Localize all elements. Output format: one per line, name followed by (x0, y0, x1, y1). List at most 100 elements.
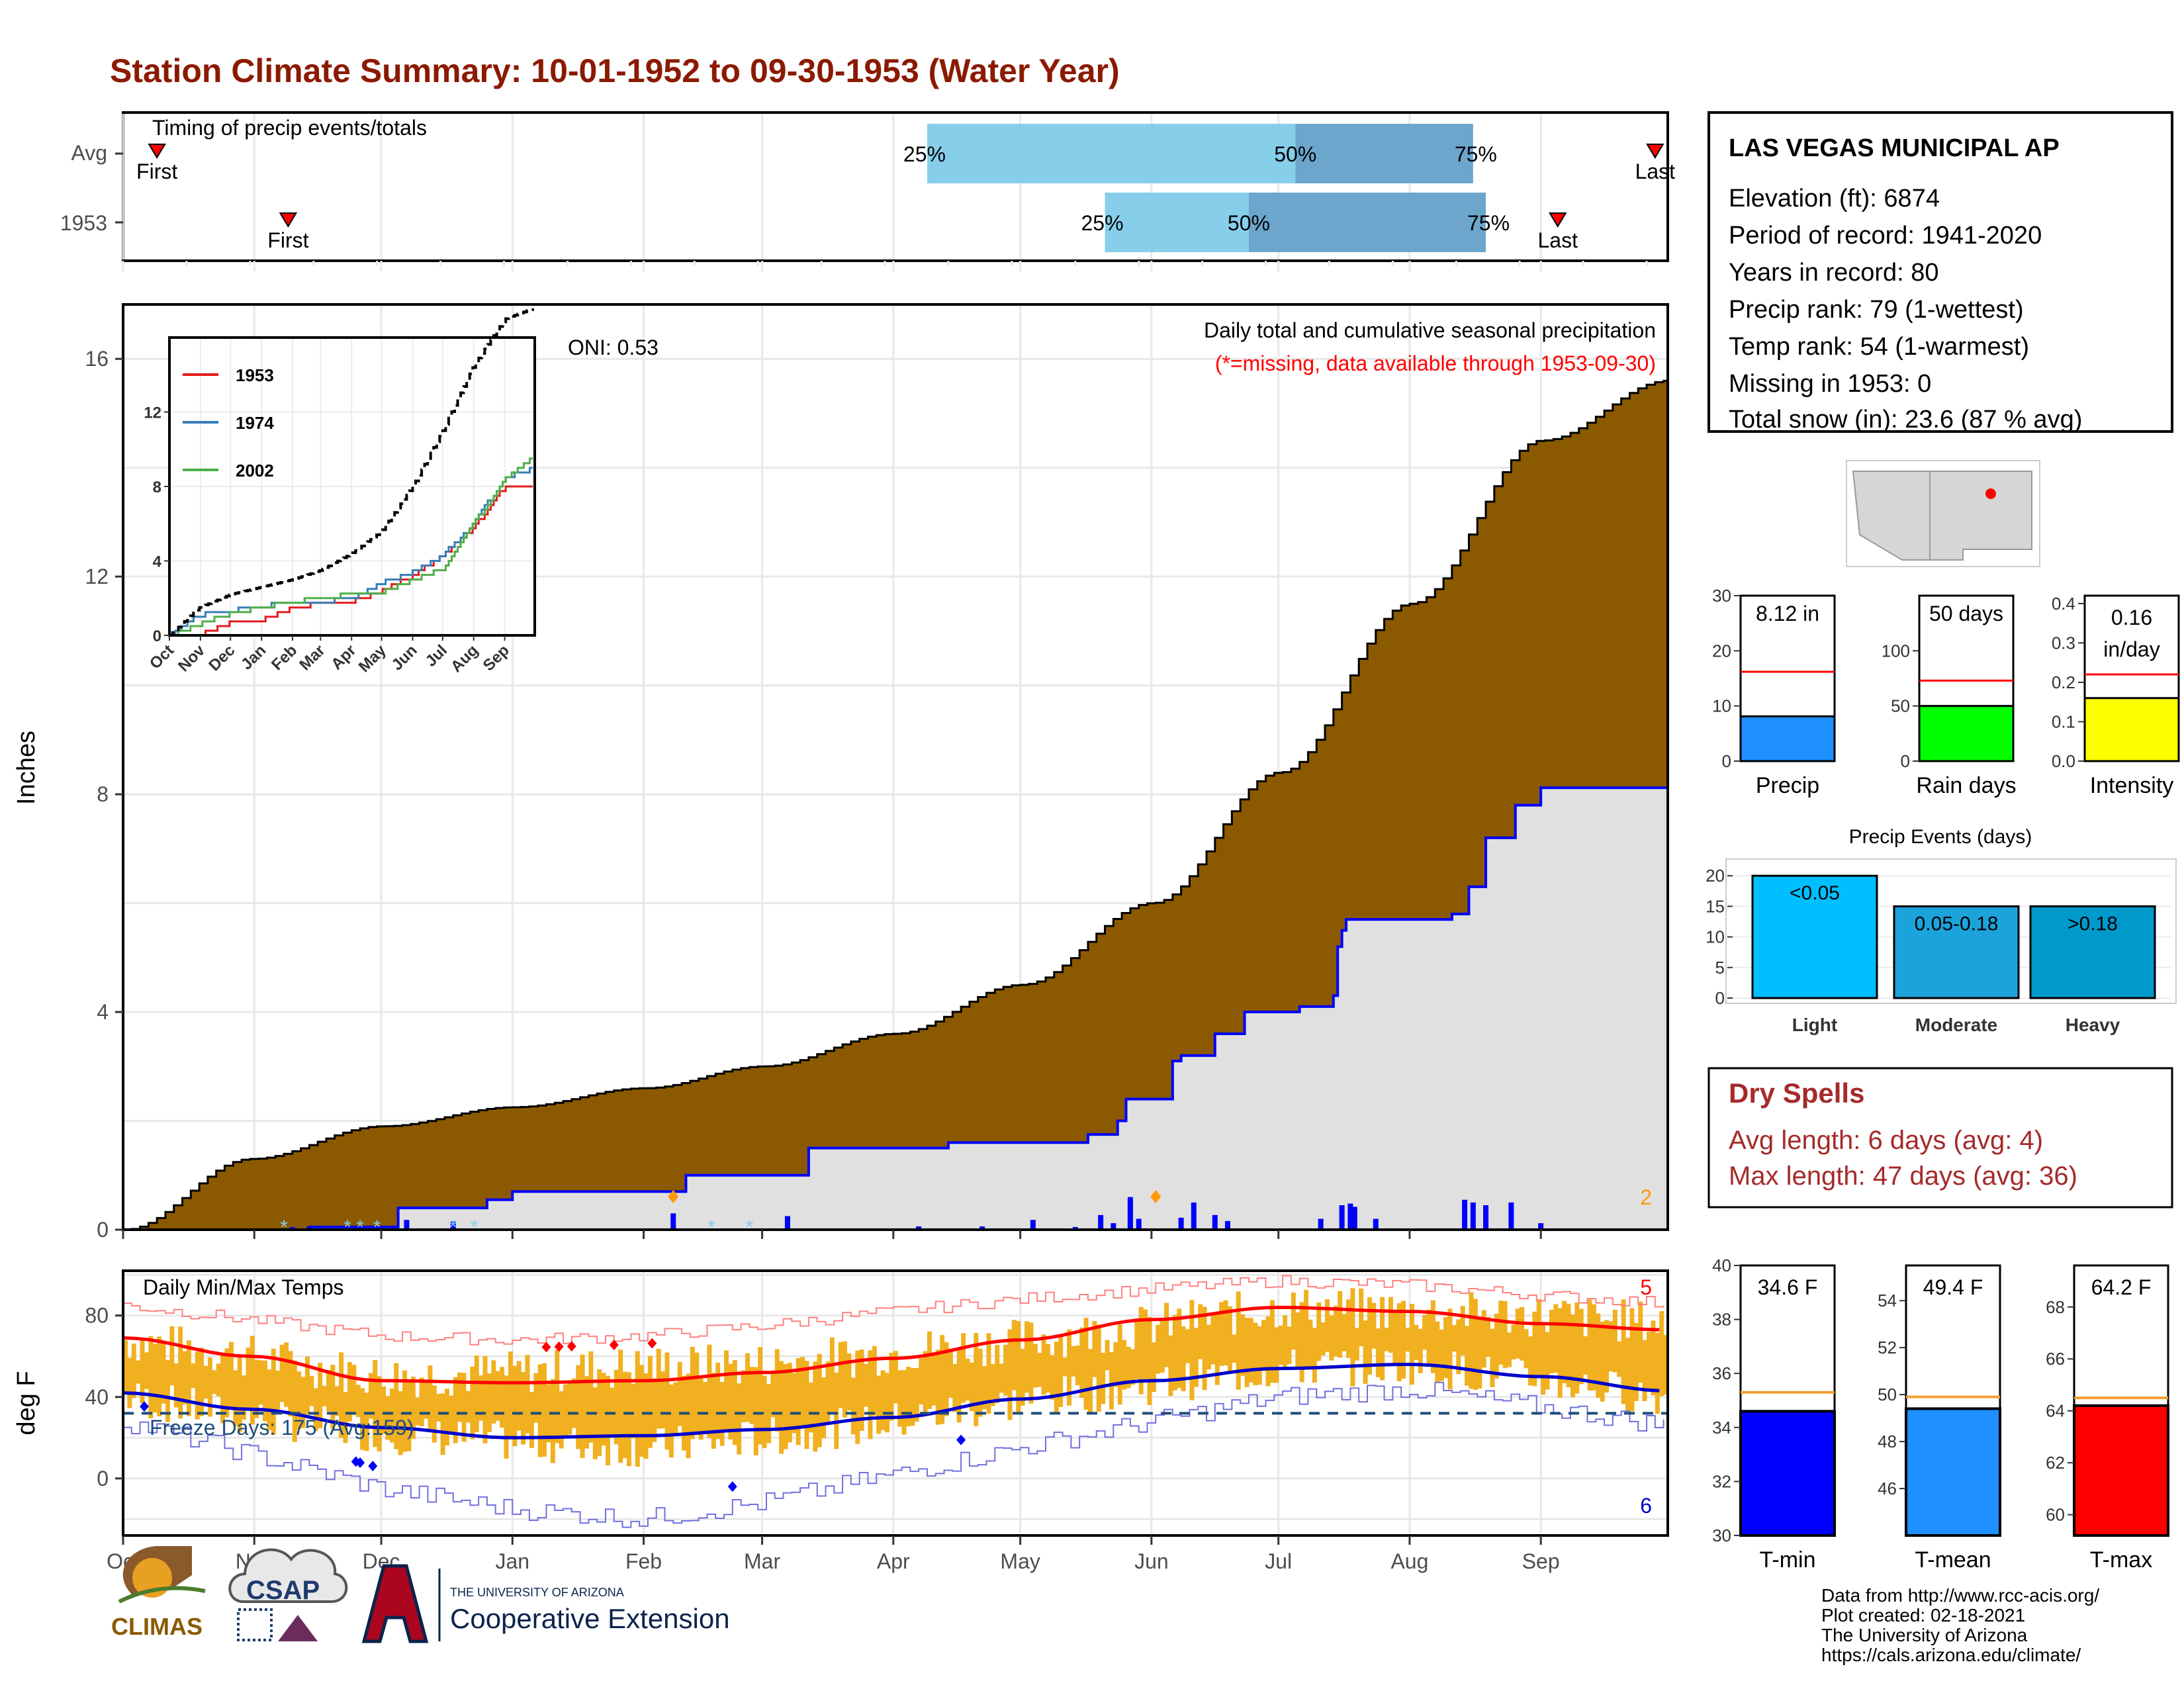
daily-temp-bar (207, 1357, 212, 1417)
daily-temp-bar (470, 1366, 475, 1440)
daily-temp-bar (711, 1373, 716, 1449)
daily-temp-bar (381, 1386, 387, 1434)
daily-temp-bar (330, 1365, 336, 1429)
temp-y-tick-label: 0 (97, 1467, 109, 1490)
daily-temp-bar (1591, 1304, 1596, 1391)
station-line-5: Missing in 1953: 0 (1729, 370, 1931, 398)
daily-temp-bar (537, 1364, 543, 1457)
daily-temp-bar (1532, 1311, 1537, 1387)
daily-temp-bar (588, 1351, 594, 1443)
event-bar-label: 0.05-0.18 (1915, 913, 1999, 935)
daily-temp-bar (1524, 1329, 1529, 1369)
daily-temp-bar (1232, 1334, 1237, 1363)
daily-temp-bar (237, 1357, 242, 1432)
daily-temp-bar (1185, 1329, 1191, 1363)
climas-logo: CLIMAS (111, 1546, 206, 1640)
daily-temp-bar (1172, 1314, 1177, 1391)
daily-temp-bar (1147, 1316, 1152, 1405)
daily-temp-bar (694, 1352, 700, 1436)
daily-temp-bar (1143, 1309, 1148, 1379)
daily-temp-bar (224, 1348, 230, 1418)
event-category-label: Heavy (2066, 1015, 2120, 1035)
inset-x-tick-label: Dec (205, 641, 238, 674)
daily-temp-bar (1359, 1288, 1364, 1347)
month-tick-label: Jul (1265, 1549, 1292, 1573)
temp-summary-tick-label: 38 (1712, 1310, 1731, 1330)
daily-temp-bar (660, 1371, 666, 1429)
daily-temp-bar (1574, 1302, 1580, 1394)
daily-temp-bar (1621, 1299, 1626, 1404)
daily-temp-bar (216, 1363, 221, 1396)
mini-bar-value-label: 50 days (1929, 602, 2003, 625)
mini-bar-tick-label: 10 (1712, 696, 1731, 716)
daily-precip-bar (1098, 1214, 1104, 1230)
daily-temp-bar (829, 1337, 835, 1414)
daily-temp-bar (525, 1355, 530, 1434)
daily-temp-bar (246, 1348, 251, 1411)
mini-bar-tick-label: 0.0 (2052, 751, 2075, 771)
daily-temp-bar (457, 1372, 463, 1422)
record-low-marker (355, 1457, 365, 1469)
mini-bar-tick-label: 50 (1891, 696, 1910, 716)
record-low-marker (727, 1481, 737, 1492)
inset-x-tick-label: Nov (175, 641, 209, 676)
daily-temp-bar (242, 1375, 247, 1420)
daily-temp-bar (1164, 1303, 1169, 1367)
daily-temp-bar (263, 1360, 268, 1422)
daily-temp-bar (254, 1359, 259, 1418)
daily-temp-bar (1037, 1353, 1042, 1387)
daily-temp-bar (652, 1378, 657, 1442)
mini-bar-tick-label: 20 (1712, 641, 1731, 661)
daily-temp-bar (444, 1389, 449, 1446)
daily-temp-bar (199, 1348, 205, 1416)
daily-temp-bar (1117, 1324, 1122, 1405)
daily-temp-bar (1350, 1288, 1355, 1387)
daily-temp-bar (355, 1385, 361, 1418)
daily-precip-bar (1178, 1217, 1184, 1230)
timing-last-label: Last (1635, 160, 1676, 183)
station-line-6: Total snow (in): 23.6 (87 % avg) (1729, 406, 2082, 434)
daily-temp-bar (1490, 1328, 1495, 1387)
timing-last-label: Last (1538, 228, 1578, 252)
snow-day-marker: * (373, 1216, 381, 1238)
daily-temp-bar (1130, 1349, 1135, 1385)
obs-cumulative-area (123, 788, 1668, 1230)
mini-bar-value (1918, 705, 2015, 762)
daily-temp-bar (1443, 1317, 1449, 1378)
daily-temp-bar (901, 1370, 907, 1435)
precip-corner-count: 2 (1640, 1185, 1652, 1209)
daily-temp-bar (1578, 1308, 1584, 1385)
daily-temp-bar (1181, 1326, 1186, 1391)
daily-precip-bar (1212, 1214, 1218, 1230)
daily-temp-bar (1244, 1318, 1250, 1387)
record-low-marker (956, 1434, 966, 1445)
daily-temp-bar (703, 1381, 708, 1435)
csap-mountain (278, 1615, 318, 1641)
inset-x-tick-label: Apr (328, 641, 359, 673)
timing-last-marker (1646, 144, 1664, 159)
daily-temp-bar (322, 1385, 327, 1406)
daily-temp-bar (228, 1342, 234, 1408)
daily-temp-bar (774, 1349, 780, 1432)
daily-temp-bar (978, 1348, 983, 1417)
credit-line-3: https://cals.arizona.edu/climate/ (1821, 1645, 2081, 1665)
precip-y-tick-label: 12 (85, 565, 109, 588)
daily-precip-bar (1470, 1202, 1476, 1230)
daily-temp-bar (1278, 1325, 1283, 1365)
timing-p25-label: 25% (903, 142, 946, 166)
daily-temp-bar (1473, 1299, 1478, 1390)
temp-summary-bar (1905, 1407, 2001, 1537)
daily-temp-bar (1536, 1299, 1541, 1378)
daily-temp-bar (360, 1388, 365, 1450)
daily-temp-bar (436, 1394, 441, 1422)
daily-temp-bar (500, 1367, 505, 1428)
temp-summary-bar (2073, 1404, 2169, 1537)
daily-temp-bar (635, 1351, 640, 1467)
daily-temp-bar (686, 1373, 691, 1459)
temp-y-tick-label: 80 (85, 1304, 109, 1328)
daily-temp-bar (419, 1377, 424, 1427)
daily-temp-bar (804, 1361, 809, 1449)
daily-temp-bar (1447, 1308, 1453, 1390)
mini-bar-value-label: 0.16 (2111, 606, 2152, 629)
temp-summary-tick-label: 48 (1878, 1432, 1897, 1451)
